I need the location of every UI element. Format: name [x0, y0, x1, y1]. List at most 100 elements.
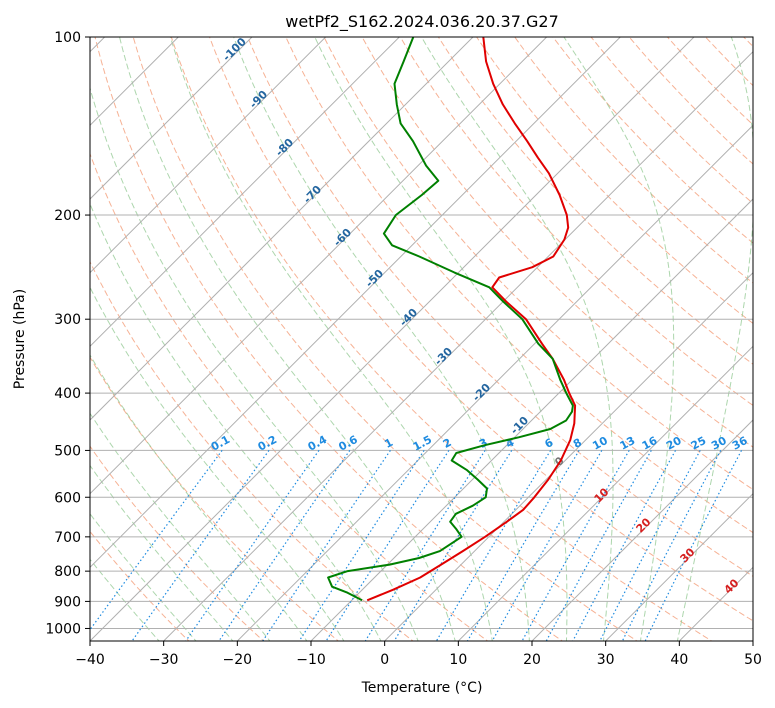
y-tick-label: 100 [54, 30, 81, 46]
mixing-ratio-line [90, 450, 223, 631]
moist-adiabat-line [90, 202, 382, 641]
moist-adiabat-label: -80 [273, 136, 296, 159]
isotherm-line [90, 37, 327, 274]
dry-adiabat-line [90, 445, 265, 641]
moist-adiabat-label: -60 [331, 226, 354, 249]
isotherm-line [90, 37, 180, 127]
isotherm-line [90, 37, 548, 495]
mixing-ratio-label: 13 [618, 434, 638, 453]
mixing-ratio-label: 6 [543, 436, 556, 451]
line-labels: 0.1 0.2 0.4 0.6 1 1.5 2 3 4 6 8 10 13 16 20 25 30 36-100-… [209, 35, 750, 597]
x-axis-ticks: −40 −30 −20 −10 0 10 20 30 40 50 [75, 641, 762, 668]
dry-adiabat-line [514, 37, 753, 284]
isotherm-line [162, 50, 753, 641]
moist-adiabat-label: -40 [397, 306, 420, 329]
mixing-ratio-line [521, 450, 630, 641]
isotherm-line [531, 419, 753, 641]
dry-adiabat-line [666, 37, 753, 126]
plot-frame [89, 36, 754, 642]
moist-adiabat-line [90, 464, 234, 641]
mixing-ratio-label: 36 [730, 434, 750, 453]
dry-adiabat-line [323, 37, 753, 491]
isotherm-line [90, 37, 474, 421]
mixing-ratio-label: 20 [664, 434, 684, 453]
mixing-ratio-line [466, 450, 580, 641]
dry-adiabat-line [285, 37, 753, 534]
dry-adiabat-line [90, 152, 489, 641]
y-tick-label: 700 [54, 530, 81, 546]
y-tick-label: 800 [54, 564, 81, 580]
mixing-ratio-label: 10 [590, 434, 610, 453]
dewpoint-line [327, 37, 574, 602]
isotherm-line [604, 492, 753, 641]
moist-adiabat-line [90, 86, 419, 641]
moist-adiabat-line [314, 37, 568, 641]
sounding-series [327, 37, 577, 602]
isotherm-line [383, 271, 753, 641]
chart-title: wetPf2_S162.2024.036.20.37.G27 [285, 12, 559, 32]
x-tick-label: 20 [523, 652, 541, 668]
y-tick-label: 1000 [45, 621, 81, 637]
moist-adiabat-line [90, 512, 197, 641]
moist-adiabat-line [676, 37, 753, 641]
moist-adiabat-label: -20 [470, 381, 493, 404]
mixing-ratio-line [298, 450, 425, 641]
dry-adiabat-line [590, 37, 753, 205]
isotherm-line [236, 124, 753, 641]
dry-adiabat-line [769, 24, 775, 644]
isotherm-line [310, 198, 753, 641]
x-tick-label: 50 [744, 652, 762, 668]
dry-adiabat-label: 30 [678, 545, 698, 565]
mixing-ratio-line [491, 450, 603, 641]
mixing-ratio-line [262, 450, 391, 641]
x-axis-label: Temperature (°C) [361, 680, 483, 696]
moist-adiabat-line [421, 37, 614, 641]
y-tick-label: 400 [54, 386, 81, 402]
y-tick-label: 300 [54, 312, 81, 328]
x-tick-label: −20 [223, 652, 253, 668]
mixing-ratio-label: 2 [441, 436, 454, 451]
moist-adiabat-line [169, 37, 493, 641]
y-tick-label: 600 [54, 490, 81, 506]
x-tick-label: −10 [296, 652, 326, 668]
mixing-ratio-label: 16 [640, 434, 660, 453]
mixing-ratio-line [621, 450, 722, 641]
x-tick-label: 0 [380, 652, 389, 668]
dry-adiabat-label: 10 [592, 485, 612, 505]
isotherm-line [90, 37, 401, 348]
adiabat-lines [90, 24, 775, 644]
y-tick-label: 500 [54, 443, 81, 459]
dry-adiabat-line [90, 530, 190, 641]
x-tick-label: −40 [75, 652, 105, 668]
dry-adiabat-line [132, 37, 638, 641]
moist-adiabat-line [90, 354, 308, 641]
dry-adiabat-label: 20 [634, 515, 654, 535]
y-axis-label: Pressure (hPa) [12, 289, 28, 389]
dry-adiabat-line [208, 37, 753, 622]
dry-adiabat-line [437, 37, 753, 365]
moist-adiabat-line [563, 37, 675, 641]
isotherm-line [752, 640, 753, 641]
x-tick-label: 40 [670, 652, 688, 668]
mixing-ratio-label: 3 [477, 436, 490, 451]
x-tick-label: 10 [449, 652, 467, 668]
moist-adiabat-label: -90 [247, 88, 270, 111]
mixing-ratio-label: 30 [709, 434, 729, 453]
temperature-line [366, 37, 577, 602]
mixing-ratio-lines [90, 450, 743, 641]
isotherm-line [90, 37, 695, 641]
dry-adiabat-line [399, 37, 753, 407]
moist-adiabat-label: -50 [363, 267, 386, 290]
moist-adiabat-label: -100 [220, 35, 249, 64]
y-axis-ticks: 100 200 300 400 500 600 700 800 900 1000 [45, 30, 90, 637]
moist-adiabat-line [119, 37, 456, 641]
dry-adiabat-line [90, 260, 414, 641]
mixing-ratio-line [364, 450, 486, 641]
plot-area: 0.1 0.2 0.4 0.6 1 1.5 2 3 4 6 8 10 13 16 20 25 30 36-100-… [90, 24, 775, 644]
moist-adiabat-label: -70 [301, 183, 324, 206]
mixing-ratio-label: 25 [689, 434, 709, 453]
x-tick-label: 30 [597, 652, 615, 668]
dry-adiabat-line [476, 37, 753, 325]
dry-adiabat-line [90, 356, 340, 641]
